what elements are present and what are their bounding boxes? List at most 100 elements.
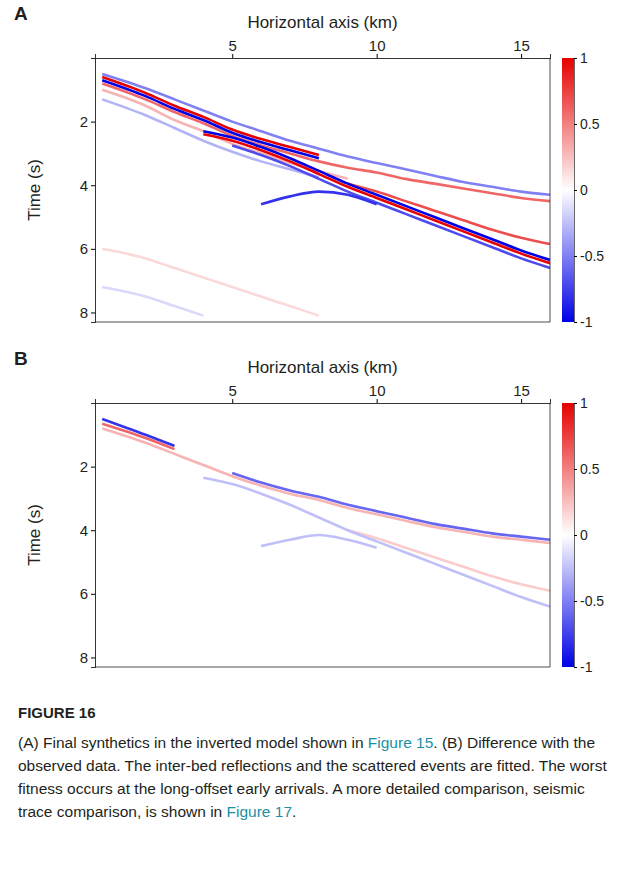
y-tick-label: 6	[80, 585, 88, 602]
colorbar-axis: 1 0.5 0 -0.5 -1	[574, 395, 604, 675]
y-tick: 8	[80, 649, 95, 666]
caption-text: and	[292, 757, 322, 774]
x-tick: 5	[229, 37, 237, 58]
caption-text: comparison,	[440, 780, 529, 797]
caption-text: Difference	[463, 734, 538, 751]
x-axis-line	[96, 54, 551, 59]
colorbar-tick: 0	[574, 527, 588, 543]
frame	[550, 403, 551, 667]
caption-text: shown	[157, 803, 206, 820]
panel: 510152468BHorizontal axis (km)Time (s)10…	[14, 348, 604, 675]
seismic-event	[102, 428, 550, 543]
seismic-event	[102, 249, 319, 316]
colorbar-tick-label: 0.5	[580, 116, 600, 132]
caption-text: .	[292, 803, 296, 820]
colorbar-tick-mark	[574, 322, 577, 323]
caption-text: seismic	[529, 780, 585, 797]
x-tick-mark	[232, 54, 233, 58]
colorbar-tick: 1	[574, 50, 588, 66]
colorbar-tick-mark	[574, 58, 577, 59]
seismic-event	[203, 131, 550, 260]
colorbar-tick-label: -1	[580, 659, 593, 675]
caption-text: with	[537, 734, 569, 751]
seismic-event	[232, 473, 550, 540]
seismic-event	[102, 77, 319, 155]
x-axis: 5 10 15	[96, 382, 551, 404]
colorbar-tick-label: 0	[580, 182, 588, 198]
x-tick: 15	[513, 382, 530, 403]
y-axis-line	[91, 404, 96, 668]
caption-text: fitted.	[493, 757, 535, 774]
seismic-event	[261, 535, 377, 548]
x-tick-label: 10	[369, 37, 386, 54]
y-tick: 6	[80, 585, 95, 602]
caption-link[interactable]: Figure	[364, 734, 412, 751]
colorbar-axis-line	[575, 404, 578, 668]
colorbar-tick: 0	[574, 182, 588, 198]
figure-label: FIGURE 16	[18, 704, 96, 721]
y-tick: 4	[80, 522, 95, 539]
caption-link[interactable]: Figure	[222, 803, 270, 820]
colorbar-tick-label: 1	[580, 395, 588, 411]
colorbar-tick-mark	[574, 124, 577, 125]
caption-text: comparison,	[52, 803, 141, 820]
caption-line: (A) Final synthetics in the inverted mod…	[18, 734, 595, 751]
colorbar	[562, 403, 574, 667]
x-tick-label: 10	[369, 382, 386, 399]
caption-text: inter-bed	[151, 757, 216, 774]
x-axis-line	[96, 399, 551, 404]
caption-text: data.	[82, 757, 121, 774]
caption-text: (B)	[438, 734, 463, 751]
colorbar-tick: -1	[574, 314, 593, 330]
colorbar-tick: 0.5	[574, 116, 600, 132]
x-axis: 51015	[96, 37, 551, 59]
x-tick: 10	[369, 382, 386, 403]
y-tick-mark	[91, 594, 95, 595]
y-tick-mark	[91, 249, 95, 250]
panel-letter: A	[14, 3, 28, 24]
x-tick-mark	[521, 399, 522, 403]
x-tick-mark	[521, 54, 522, 58]
colorbar-tick: 1	[574, 395, 588, 411]
caption-text: The	[121, 757, 152, 774]
x-axis-title: Horizontal axis (km)	[247, 13, 397, 32]
seismic-event	[102, 287, 203, 316]
y-tick: 2	[80, 458, 95, 475]
frame	[95, 667, 550, 668]
seismic-event	[348, 184, 550, 244]
plot-area	[102, 419, 550, 607]
seismic-event	[203, 134, 550, 263]
caption-text: events	[416, 757, 466, 774]
x-axis-title: Horizontal axis (km)	[247, 358, 397, 377]
caption-text: early	[232, 780, 270, 797]
x-tick-label: 5	[229, 382, 237, 399]
caption-text: in	[206, 803, 222, 820]
x-tick: 10	[369, 37, 386, 58]
caption-text: model	[252, 734, 299, 751]
colorbar-tick-mark	[574, 256, 577, 257]
colorbar-tick: -0.5	[574, 593, 604, 609]
caption-text: (A)	[18, 734, 39, 751]
caption-text: Final	[39, 734, 77, 751]
x-tick-mark	[377, 54, 378, 58]
caption-link[interactable]: 15	[412, 734, 434, 751]
caption-text: the	[322, 757, 348, 774]
frame	[550, 58, 551, 322]
colorbar-tick-label: 0.5	[580, 461, 600, 477]
caption-link[interactable]: 17	[270, 803, 292, 820]
caption-text: detailed	[381, 780, 440, 797]
x-tick-mark	[232, 399, 233, 403]
x-tick: 5	[229, 382, 237, 403]
y-tick: 8	[80, 304, 95, 321]
caption-text: inverted	[192, 734, 251, 751]
colorbar-tick: -0.5	[574, 248, 604, 264]
y-tick-mark	[91, 185, 95, 186]
y-tick-label: 4	[80, 522, 88, 539]
caption-line: fitness occurs at the long-offset early …	[18, 780, 585, 797]
seismic-event	[102, 424, 174, 449]
y-tick: 4	[80, 177, 95, 194]
colorbar-tick-label: 0	[580, 527, 588, 543]
seismic-event	[261, 192, 377, 205]
seismic-event	[203, 478, 550, 607]
caption-text: scattered	[348, 757, 416, 774]
